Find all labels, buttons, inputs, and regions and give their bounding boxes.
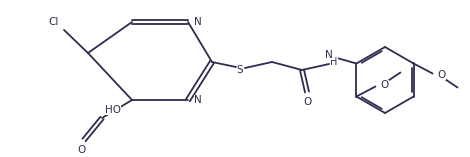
Text: N: N <box>194 17 202 27</box>
Text: N: N <box>194 95 202 105</box>
Text: HO: HO <box>105 105 121 115</box>
Text: O: O <box>438 70 446 81</box>
Text: S: S <box>237 65 243 75</box>
Text: O: O <box>304 97 312 107</box>
Text: N: N <box>325 50 333 60</box>
Text: O: O <box>78 145 86 155</box>
Text: O: O <box>380 79 389 89</box>
Text: Cl: Cl <box>49 17 59 27</box>
Text: H: H <box>330 57 337 67</box>
